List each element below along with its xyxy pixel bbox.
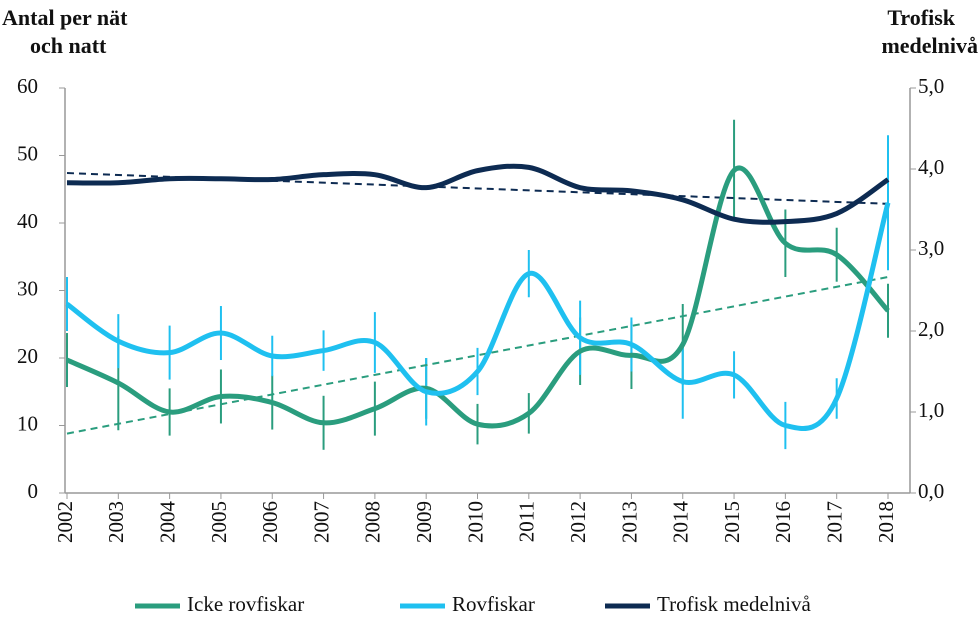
y2-tick-label: 2,0: [918, 317, 944, 341]
x-tick-label: 2006: [258, 501, 282, 543]
series-line: [65, 165, 890, 429]
y2-tick-label: 0,0: [918, 479, 944, 503]
series-line: [66, 163, 890, 225]
y-tick-label: 30: [17, 276, 38, 300]
x-tick-label: 2009: [412, 501, 436, 543]
legend-label: Rovfiskar: [452, 592, 535, 616]
y2-tick-label: 1,0: [918, 398, 944, 422]
x-tick-label: 2011: [515, 501, 539, 542]
x-tick-label: 2003: [104, 501, 128, 543]
y-tick-label: 60: [17, 74, 38, 98]
x-tick-label: 2015: [720, 501, 744, 543]
y-tick-label: 40: [17, 209, 38, 233]
y2-tick-label: 4,0: [918, 155, 944, 179]
y-axis-title: Antal per nät: [2, 5, 128, 30]
y2-axis-title: medelnivå: [881, 33, 978, 58]
legend-label: Trofisk medelnivå: [657, 592, 811, 616]
x-tick-label: 2008: [361, 501, 385, 543]
y2-tick-label: 3,0: [918, 236, 944, 260]
y2-tick-label: 5,0: [918, 74, 944, 98]
legend-label: Icke rovfiskar: [187, 592, 304, 616]
x-tick-label: 2002: [53, 501, 77, 543]
x-tick-label: 2010: [463, 501, 487, 543]
y-tick-label: 50: [17, 141, 38, 165]
y-axis-title: och natt: [30, 33, 107, 58]
y-tick-label: 10: [17, 411, 38, 435]
x-tick-label: 2017: [823, 501, 847, 543]
y-tick-label: 20: [17, 344, 38, 368]
x-tick-label: 2005: [207, 501, 231, 543]
x-tick-label: 2013: [617, 501, 641, 543]
series-line: [65, 202, 891, 431]
x-tick-label: 2012: [566, 501, 590, 543]
trend-line: [66, 276, 889, 435]
x-tick-label: 2007: [309, 501, 333, 543]
y-tick-label: 0: [28, 479, 39, 503]
x-tick-label: 2014: [669, 501, 693, 544]
x-tick-label: 2016: [771, 501, 795, 543]
y2-axis-title: Trofisk: [887, 5, 955, 30]
x-tick-label: 2018: [874, 501, 898, 543]
x-tick-label: 2004: [155, 501, 179, 544]
